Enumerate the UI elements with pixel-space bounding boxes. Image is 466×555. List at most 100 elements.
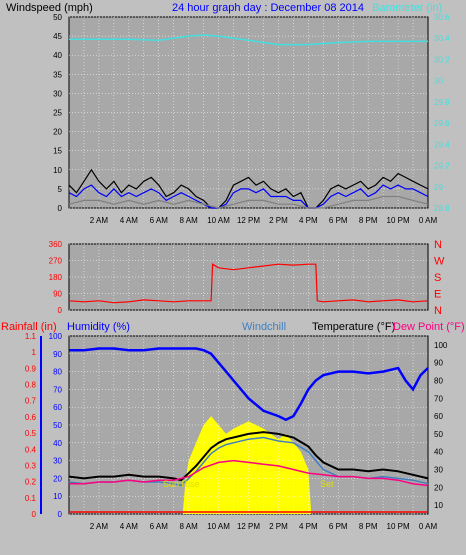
humidity-tick-label: 90	[53, 350, 62, 359]
rainfall-tick-label: 0.4	[25, 445, 37, 454]
rainfall-tick-label: 0.5	[25, 429, 37, 438]
temperature-tick-label: 100	[434, 341, 448, 350]
rainfall-tick-label: 0.3	[25, 461, 37, 470]
barometer-tick-label: 29.8	[434, 98, 450, 107]
barometer-tick-label: 29	[434, 183, 443, 192]
x-tick-label: 8 PM	[359, 216, 378, 225]
x-tick-label: 10 AM	[207, 522, 230, 531]
rainfall-tick-label: 0.6	[25, 413, 37, 422]
windspeed-tick-label: 20	[53, 128, 62, 137]
barometer-tick-label: 28.8	[434, 204, 450, 213]
barometer-tick-label: 30.2	[434, 55, 450, 64]
barometer-tick-label: 29.6	[434, 119, 450, 128]
humidity-tick-label: 10	[53, 492, 62, 501]
compass-label: N	[434, 239, 442, 251]
x-tick-label: 0 AM	[419, 522, 438, 531]
windspeed-tick-label: 10	[53, 166, 62, 175]
direction-tick-label: 270	[49, 257, 63, 266]
rainfall-tick-label: 1.1	[25, 332, 37, 341]
humidity-axis-label: Humidity (%)	[67, 321, 130, 333]
x-tick-label: 4 PM	[299, 522, 318, 531]
temperature-series	[68, 347, 429, 513]
rainfall-tick-label: 0.7	[25, 397, 37, 406]
humidity-tick-label: 40	[53, 439, 62, 448]
compass-label: E	[434, 289, 441, 301]
x-tick-label: 0 AM	[419, 216, 438, 225]
windspeed-tick-label: 50	[53, 13, 62, 22]
barometer-tick-label: 30	[434, 77, 443, 86]
rainfall-tick-label: 0.9	[25, 364, 37, 373]
wind-line	[68, 195, 429, 209]
windspeed-tick-label: 5	[58, 185, 63, 194]
windspeed-axis-label: Windspeed (mph)	[6, 2, 93, 14]
direction-line	[68, 263, 429, 304]
direction-tick-label: 90	[53, 290, 62, 299]
x-tick-label: 6 PM	[329, 216, 348, 225]
dewpoint-label: Dew Point (°F)	[393, 321, 465, 333]
x-tick-label: 4 AM	[120, 522, 139, 531]
x-tick-label: 8 AM	[180, 216, 199, 225]
rainfall-axis-label: Rainfall (in)	[1, 321, 57, 333]
windspeed-tick-label: 0	[58, 204, 63, 213]
wind-grid	[69, 16, 428, 209]
windspeed-tick-label: 25	[53, 109, 62, 118]
humidity-tick-label: 20	[53, 474, 62, 483]
temperature-ticks: 10 20 30 40 50 60 70 80 90 100	[434, 341, 448, 510]
temperature-tick-label: 40	[434, 448, 443, 457]
humidity-tick-label: 100	[49, 332, 63, 341]
temperature-axis-label: Temperature (°F)	[312, 321, 395, 333]
temperature-tick-label: 30	[434, 466, 443, 475]
humidity-tick-label: 70	[53, 385, 62, 394]
gust-line	[68, 168, 429, 209]
x-tick-label: 8 PM	[359, 522, 378, 531]
temperature-tick-label: 10	[434, 501, 443, 510]
direction-tick-label: 0	[58, 306, 63, 315]
dewpoint-line	[69, 459, 429, 487]
humidity-tick-label: 0	[58, 510, 63, 519]
x-tick-label: 4 PM	[299, 216, 318, 225]
x-tick-label: 12 PM	[237, 522, 260, 531]
x-tick-label: 4 AM	[120, 216, 139, 225]
humidity-ticks: 0 10 20 30 40 50 60 70 80 90 100	[40, 332, 63, 519]
temperature-line	[68, 431, 429, 482]
x-tick-label: 10 AM	[207, 216, 230, 225]
barometer-tick-label: 29.4	[434, 140, 450, 149]
rainfall-tick-label: 0.1	[25, 494, 37, 503]
rainfall-tick-label: 0.2	[25, 478, 37, 487]
x-tick-label: 10 PM	[387, 216, 410, 225]
barometer-tick-label: 29.2	[434, 162, 450, 171]
temperature-tick-label: 20	[434, 483, 443, 492]
x-tick-label: 2 PM	[269, 216, 288, 225]
windchill-label: Windchill	[242, 321, 286, 333]
x-tick-label: 2 AM	[90, 216, 109, 225]
rainfall-tick-label: 1	[32, 348, 37, 357]
direction-tick-label: 360	[49, 240, 63, 249]
x-tick-label: 2 PM	[269, 522, 288, 531]
wind-series	[68, 34, 429, 209]
humidity-tick-label: 50	[53, 421, 62, 430]
wind-x-ticks: 2 AM 4 AM 6 AM 8 AM 10 AM 12 PM 2 PM 4 PM 6 PM 8 …	[90, 216, 438, 225]
rainfall-tick-label: 0	[32, 510, 37, 519]
direction-grid	[69, 243, 428, 311]
temperature-tick-label: 80	[434, 377, 443, 386]
chart-title: 24 hour graph day : December 08 2014	[172, 2, 364, 14]
barometer-line	[69, 34, 428, 46]
compass-label: N	[434, 305, 442, 317]
temperature-tick-label: 60	[434, 412, 443, 421]
barometer-tick-label: 30.6	[434, 13, 450, 22]
x-tick-label: 6 AM	[150, 522, 169, 531]
barometer-ticks: 28.8 29 29.2 29.4 29.6 29.8 30 30.2 30.4 30.6	[434, 13, 450, 213]
compass-label: W	[434, 256, 445, 268]
temperature-tick-label: 50	[434, 430, 443, 439]
x-tick-label: 2 AM	[90, 522, 109, 531]
humidity-tick-label: 60	[53, 403, 62, 412]
barometer-axis-label: Barometer (in)	[372, 2, 442, 14]
x-tick-label: 6 PM	[329, 522, 348, 531]
temperature-x-ticks: 2 AM 4 AM 6 AM 8 AM 10 AM 12 PM 2 PM 4 PM 6 PM 8 …	[90, 522, 438, 531]
humidity-line	[69, 347, 429, 422]
x-tick-label: 10 PM	[387, 522, 410, 531]
temperature-tick-label: 70	[434, 394, 443, 403]
humidity-tick-label: 30	[53, 457, 62, 466]
